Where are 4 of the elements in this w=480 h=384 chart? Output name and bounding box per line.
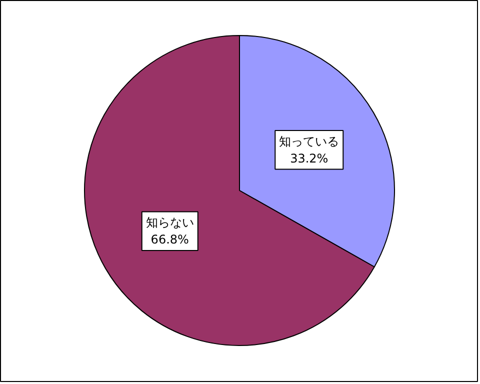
slice-label: 知っている [279, 134, 340, 149]
data-label: 66.8% [150, 232, 189, 246]
slice-label: 知らない [146, 216, 194, 230]
data-label: 33.2% [290, 151, 328, 166]
